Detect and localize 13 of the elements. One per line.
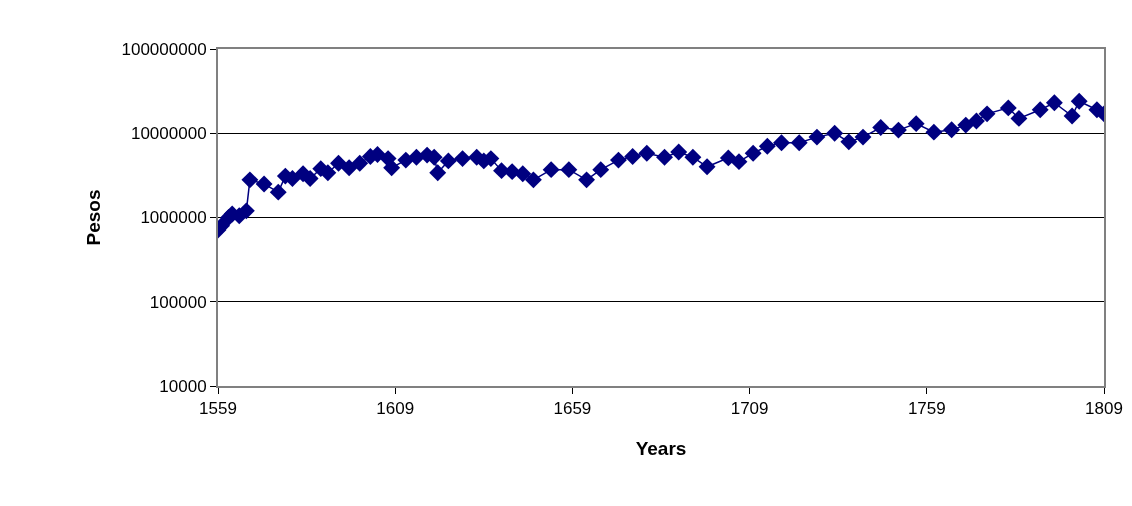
y-tick-label: 10000000 xyxy=(130,124,207,144)
y-tick-label: 100000000 xyxy=(121,39,207,59)
y-tick-label: 100000 xyxy=(149,292,207,312)
x-tick-label: 1609 xyxy=(376,399,415,419)
y-tick-label: 1000000 xyxy=(140,208,207,228)
x-tick-label: 1709 xyxy=(730,399,769,419)
x-axis-title: Years xyxy=(635,437,687,459)
x-tick-label: 1809 xyxy=(1085,399,1123,419)
y-axis-title: Pesos xyxy=(82,189,104,246)
x-tick-label: 1659 xyxy=(553,399,592,419)
x-tick-label: 1559 xyxy=(199,399,237,419)
x-tick-label: 1759 xyxy=(907,399,946,419)
y-tick-label: 10000 xyxy=(159,376,207,396)
